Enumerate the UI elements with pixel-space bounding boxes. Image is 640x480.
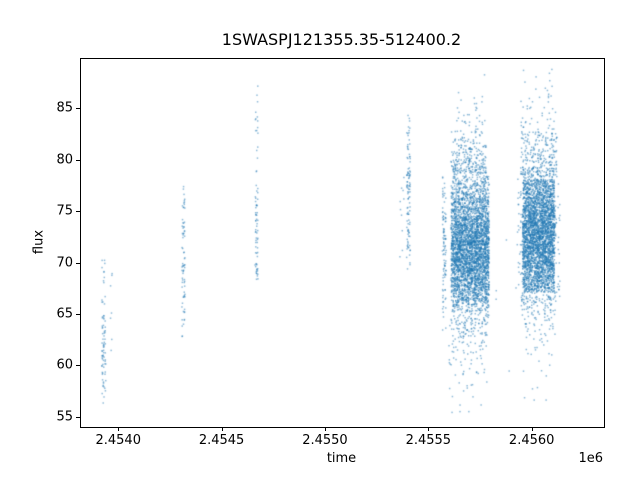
y-tick-label: 75 [56,203,73,219]
y-tick-label: 85 [56,100,73,116]
y-tick-label: 80 [56,152,73,168]
y-tick-mark [76,313,80,315]
x-tick-mark [531,427,533,431]
y-tick-mark [76,159,80,161]
y-tick-label: 70 [56,255,73,271]
chart-title: 1SWASPJ121355.35-512400.2 [221,30,462,49]
x-axis-label: time [326,451,357,466]
y-tick-mark [76,416,80,418]
y-tick-mark [76,108,80,110]
scatter-points-canvas [81,59,604,427]
x-tick-mark [324,427,326,431]
x-tick-mark [221,427,223,431]
y-tick-label: 60 [56,357,73,373]
y-tick-label: 65 [56,306,73,322]
y-tick-mark [76,262,80,264]
x-axis-offset-label: 1e6 [578,451,603,466]
x-tick-mark [118,427,120,431]
plot-area [80,58,605,428]
x-tick-mark [428,427,430,431]
y-axis-label: flux [31,229,47,255]
y-tick-mark [76,365,80,367]
x-tick-label: 2.4560 [508,433,555,448]
y-tick-label: 55 [56,409,73,425]
x-tick-label: 2.4545 [198,433,245,448]
x-tick-label: 2.4555 [405,433,452,448]
x-tick-label: 2.4540 [95,433,141,448]
x-tick-label: 2.4550 [302,433,348,448]
y-tick-mark [76,211,80,213]
